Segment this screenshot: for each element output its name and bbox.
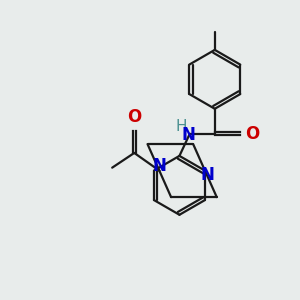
Text: H: H (176, 119, 187, 134)
Text: N: N (181, 126, 195, 144)
Text: N: N (201, 166, 215, 184)
Text: N: N (152, 157, 166, 175)
Text: O: O (127, 108, 141, 126)
Text: O: O (245, 125, 260, 143)
